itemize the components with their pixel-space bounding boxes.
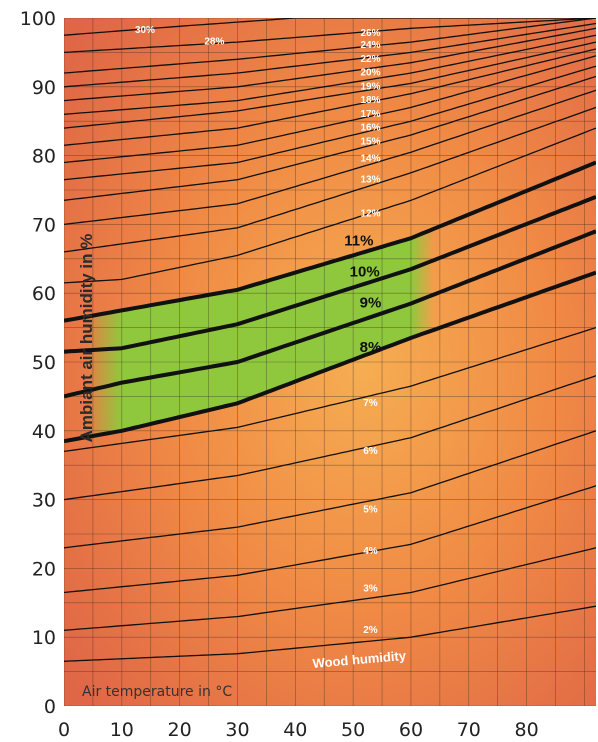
curve-label-30: 30% — [135, 25, 155, 36]
curve-label-18: 18% — [360, 95, 380, 106]
x-tick-label: 80 — [515, 719, 539, 741]
humidity-curve-2 — [64, 605, 596, 662]
humidity-curve-20 — [64, 34, 596, 115]
x-tick-label: 30 — [225, 719, 249, 741]
humidity-curve-17 — [64, 55, 596, 164]
humidity-curve-16 — [64, 65, 596, 181]
humidity-curve-28 — [64, 18, 596, 54]
humidity-curve-15 — [64, 75, 596, 201]
x-tick-label: 40 — [283, 719, 307, 741]
y-tick-label: 10 — [32, 627, 56, 649]
y-tick-label: 20 — [32, 558, 56, 580]
humidity-curve-30 — [64, 18, 596, 36]
humidity-curve-3 — [64, 547, 596, 631]
humidity-curve-9 — [64, 229, 596, 399]
y-tick-label: 40 — [32, 421, 56, 443]
humidity-curve-14 — [64, 89, 596, 226]
y-tick-label: 0 — [44, 696, 56, 718]
x-axis-ticks: 0 10 20 30 40 50 60 70 80 — [58, 719, 539, 741]
y-tick-label: 80 — [32, 146, 56, 168]
curve-labels: 2% 3% 4% 5% 6% 7% 8% 9% 10% 11% 12% 13% 14% 15% 16% 17%… — [135, 25, 381, 636]
humidity-curve-12 — [64, 127, 596, 284]
humidity-curves — [64, 18, 596, 662]
x-axis-label: Air temperature in °C — [82, 684, 232, 700]
humidity-curve-4 — [64, 485, 596, 594]
x-tick-label: 50 — [341, 719, 365, 741]
x-tick-label: 20 — [168, 719, 192, 741]
curve-label-12: 12% — [360, 209, 380, 220]
y-tick-label: 60 — [32, 283, 56, 305]
curve-label-19: 19% — [360, 81, 380, 92]
curve-label-24: 24% — [360, 40, 380, 51]
y-axis-ticks: 0 10 20 30 40 50 60 70 80 90 100 — [20, 8, 56, 718]
curve-label-20: 20% — [360, 68, 380, 79]
curve-label-22: 22% — [360, 54, 380, 65]
curve-label-4: 4% — [363, 546, 378, 557]
humidity-curve-13 — [64, 106, 596, 253]
curve-label-8: 8% — [360, 339, 382, 356]
humidity-curve-19 — [64, 41, 596, 129]
humidity-curve-7 — [64, 326, 596, 453]
optimal-zone-fade-left — [87, 310, 122, 437]
x-tick-label: 70 — [457, 719, 481, 741]
humidity-curve-5 — [64, 430, 596, 549]
y-axis-label: Ambiant air humidity in % — [77, 234, 96, 443]
humidity-curve-26 — [64, 18, 596, 74]
y-tick-label: 70 — [32, 214, 56, 236]
humidity-curve-22 — [64, 27, 596, 102]
y-tick-label: 100 — [20, 8, 56, 30]
grid — [64, 18, 596, 706]
x-tick-label: 0 — [58, 719, 70, 741]
x-tick-label: 60 — [399, 719, 423, 741]
humidity-curve-10 — [64, 195, 596, 354]
curve-label-15: 15% — [360, 136, 380, 147]
curve-label-10: 10% — [350, 264, 380, 281]
humidity-curve-11 — [64, 160, 596, 323]
curve-label-17: 17% — [360, 109, 380, 120]
curve-label-28: 28% — [204, 37, 224, 48]
curve-label-2: 2% — [363, 625, 378, 636]
y-tick-label: 30 — [32, 490, 56, 512]
humidity-curve-8 — [64, 270, 596, 444]
humidity-curve-24 — [64, 22, 596, 88]
humidity-curve-18 — [64, 48, 596, 146]
x-tick-label: 10 — [110, 719, 134, 741]
curve-label-7: 7% — [363, 398, 378, 409]
curve-label-26: 26% — [360, 28, 380, 39]
curve-label-13: 13% — [360, 174, 380, 185]
y-tick-label: 90 — [32, 77, 56, 99]
curve-label-6: 6% — [363, 446, 378, 457]
curve-label-16: 16% — [360, 123, 380, 134]
curve-label-9: 9% — [360, 294, 382, 311]
curve-label-3: 3% — [363, 584, 378, 595]
curve-label-11: 11% — [344, 233, 373, 250]
curve-label-5: 5% — [363, 505, 378, 516]
humidity-curve-6 — [64, 375, 596, 501]
optimal-zone-fade-right — [411, 228, 435, 338]
y-tick-label: 50 — [32, 352, 56, 374]
curve-label-14: 14% — [360, 154, 380, 165]
